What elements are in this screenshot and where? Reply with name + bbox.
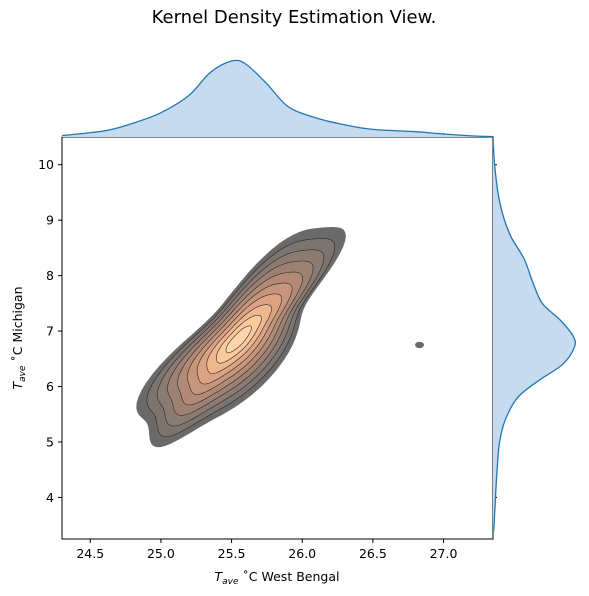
y-axis-label: Tave ˚C Michigan <box>10 287 28 390</box>
marginal-x-kde <box>61 59 494 138</box>
y-axis-label-symbol: T <box>10 381 25 390</box>
kde-contour-layers <box>136 227 425 448</box>
y-tick-label: 10 <box>38 157 54 172</box>
joint-kde-plot: 24.5 25.0 25.5 26.0 26.5 27.0 4 5 6 7 8 9 10 <box>38 133 497 561</box>
x-tick-label: 25.0 <box>147 546 175 561</box>
chart-title: Kernel Density Estimation View. <box>152 7 437 28</box>
y-tick-label: 8 <box>46 268 54 283</box>
x-tick-label: 24.5 <box>76 546 104 561</box>
y-tick-label: 6 <box>46 379 54 394</box>
x-axis-label-text: ˚C West Bengal <box>239 569 340 584</box>
y-tick-label: 7 <box>46 324 54 339</box>
marginal-y-kde <box>492 145 576 531</box>
x-tick-label: 25.5 <box>218 546 246 561</box>
marginal-y-fill <box>493 145 576 531</box>
y-tick-label: 9 <box>46 213 54 228</box>
marginal-x-line <box>61 59 494 138</box>
x-axis-label-symbol: T <box>215 569 224 584</box>
x-axis-label: Tave ˚C West Bengal <box>215 569 340 587</box>
y-axis-label-text: ˚C Michigan <box>10 287 25 366</box>
y-tick-label: 5 <box>46 434 54 449</box>
marginal-x-fill <box>62 60 493 137</box>
x-axis-label-subscript: ave <box>222 577 239 587</box>
kde-contour-level-10 <box>225 325 252 354</box>
x-tick-label: 26.5 <box>359 546 387 561</box>
marginal-y-line <box>492 145 576 531</box>
y-axis-ticks: 4 5 6 7 8 9 10 <box>38 157 497 505</box>
kde-outlier-blob <box>415 341 425 349</box>
y-axis-label-subscript: ave <box>18 365 28 382</box>
y-tick-label: 4 <box>46 490 54 505</box>
x-axis-ticks: 24.5 25.0 25.5 26.0 26.5 27.0 <box>76 133 457 561</box>
x-tick-label: 27.0 <box>430 546 458 561</box>
x-tick-label: 26.0 <box>288 546 316 561</box>
